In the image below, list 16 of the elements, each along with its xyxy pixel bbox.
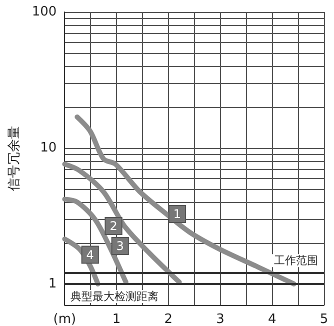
series-label: 2 [110,218,118,233]
x-tick-label: 2 [164,312,173,326]
ref-line-label: 典型最大检测距离 [70,290,159,303]
x-tick-label: 4 [268,312,276,326]
x-tick-label: 3 [216,312,224,326]
y-tick-label: 10 [40,140,57,156]
y-tick-label: 1 [48,276,57,292]
x-tick-label: 5 [320,312,328,326]
series-label: 1 [173,206,181,221]
ref-line-label: 工作范围 [274,254,318,268]
x-tick-label: (m) [53,312,76,326]
series-label: 3 [116,239,124,254]
x-tick-label: 1 [112,312,121,326]
y-tick-label: 100 [32,4,57,20]
series-label: 4 [86,248,94,262]
y-axis-title: 信号冗余量 [7,126,22,191]
